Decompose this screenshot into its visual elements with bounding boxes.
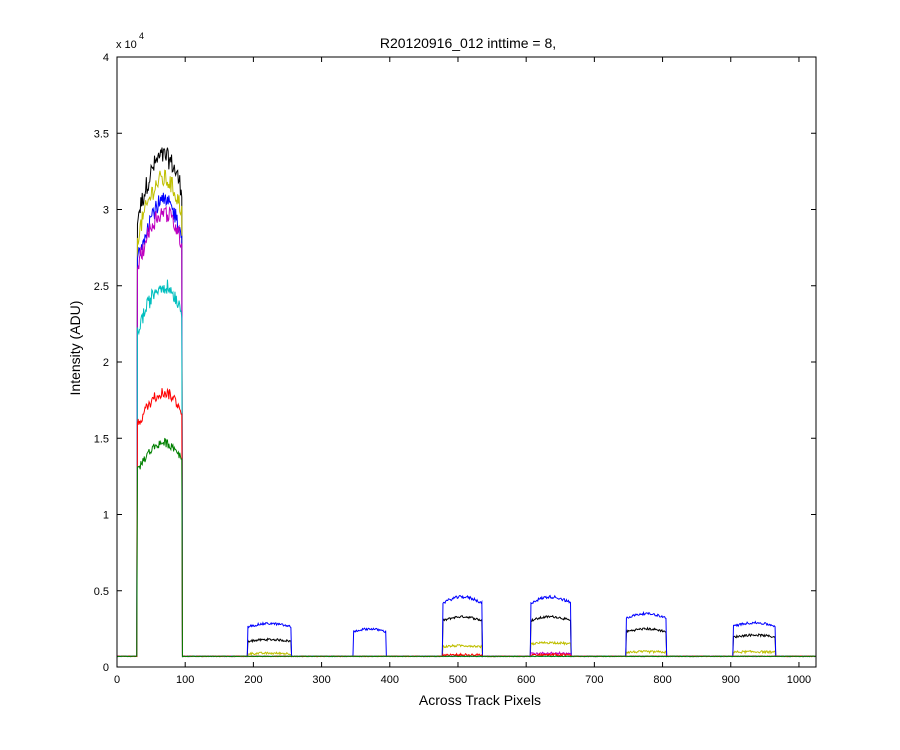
y-axis-label: Intensity (ADU) xyxy=(67,301,83,396)
y-tick-label: 3 xyxy=(103,205,109,217)
x-tick-label: 400 xyxy=(381,674,399,686)
x-tick-label: 800 xyxy=(653,674,671,686)
chart-title: R20120916_012 inttime = 8, xyxy=(380,35,556,51)
x-tick-label: 100 xyxy=(176,674,194,686)
x-axis-label: Across Track Pixels xyxy=(419,692,541,708)
y-tick-label: 4 xyxy=(103,52,109,64)
y-tick-label: 1 xyxy=(103,510,109,522)
y-tick-label: 3.5 xyxy=(94,128,109,140)
x-tick-label: 1000 xyxy=(787,674,811,686)
plot-area xyxy=(117,57,816,667)
y-tick-label: 1.5 xyxy=(94,433,109,445)
y-exponent-power: 4 xyxy=(139,31,144,41)
y-tick-label: 2 xyxy=(103,357,109,369)
x-tick-label: 600 xyxy=(517,674,535,686)
x-tick-label: 300 xyxy=(312,674,330,686)
x-tick-label: 200 xyxy=(244,674,262,686)
y-exponent-base: x 10 xyxy=(116,39,137,51)
y-tick-label: 0 xyxy=(103,662,109,674)
x-tick-label: 500 xyxy=(449,674,467,686)
x-tick-label: 0 xyxy=(114,674,120,686)
x-tick-label: 900 xyxy=(722,674,740,686)
series-layer xyxy=(116,147,816,658)
tick-layer: 0 100 200 300 400 500 600 700 800 900 1000 0 0.5 1 1.5… xyxy=(94,52,816,686)
y-tick-label: 0.5 xyxy=(94,586,109,598)
x-tick-label: 700 xyxy=(585,674,603,686)
series-line xyxy=(116,437,816,658)
y-tick-label: 2.5 xyxy=(94,281,109,293)
